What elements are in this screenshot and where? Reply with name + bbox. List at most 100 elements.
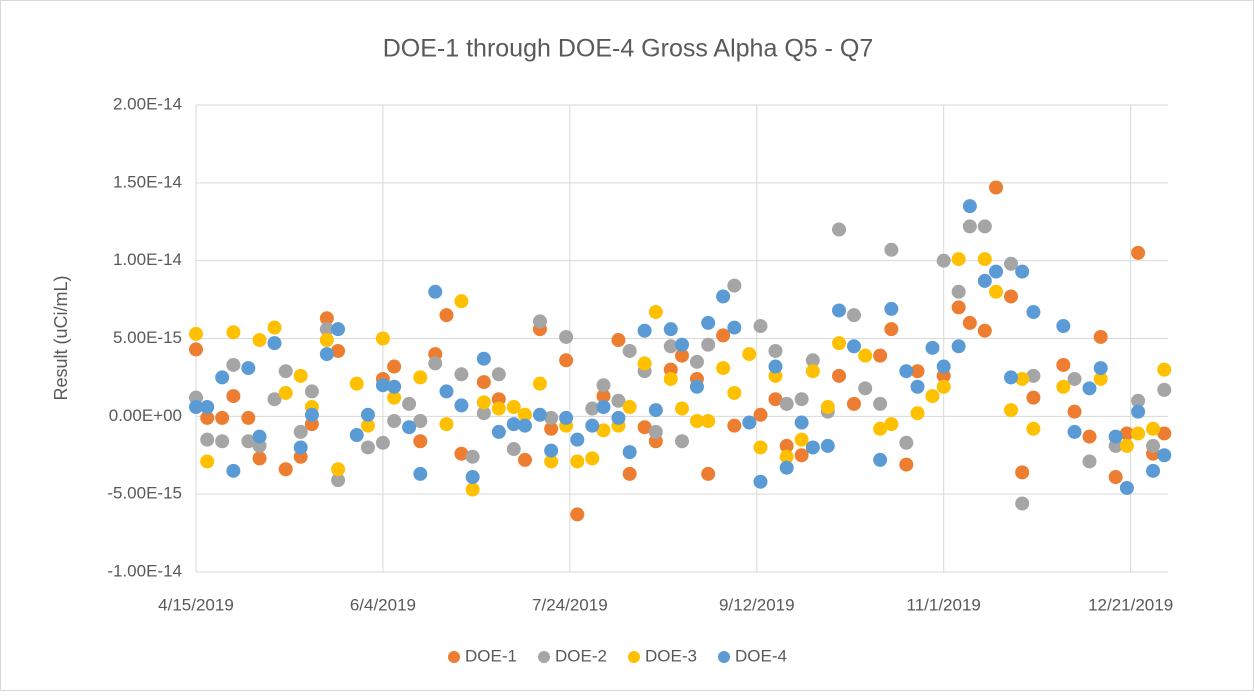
- data-point: [689, 379, 704, 394]
- y-tick-label: -1.00E-14: [107, 561, 182, 580]
- data-point: [1131, 404, 1146, 419]
- legend-marker: [448, 651, 460, 663]
- data-point: [439, 417, 454, 432]
- data-point: [675, 337, 689, 352]
- data-point: [716, 361, 731, 376]
- data-point: [675, 348, 689, 363]
- data-point: [402, 396, 417, 411]
- data-point: [962, 315, 977, 330]
- data-point: [506, 399, 521, 414]
- data-point: [925, 389, 940, 404]
- data-point: [637, 356, 652, 371]
- y-tick-label: 2.00E-14: [113, 94, 182, 113]
- data-point: [360, 440, 375, 455]
- data-point: [1026, 368, 1041, 383]
- data-point: [454, 398, 469, 413]
- data-point: [899, 435, 914, 450]
- data-point: [293, 424, 308, 439]
- data-point: [506, 442, 521, 457]
- data-point: [293, 440, 308, 455]
- data-point: [596, 399, 611, 414]
- data-point: [360, 407, 375, 422]
- data-point: [779, 449, 794, 464]
- chart-title: DOE-1 through DOE-4 Gross Alpha Q5 - Q7: [383, 35, 873, 63]
- data-point: [375, 331, 390, 346]
- data-point: [532, 376, 547, 391]
- x-tick-label: 6/4/2019: [350, 595, 416, 614]
- data-point: [387, 379, 402, 394]
- data-point: [226, 463, 241, 478]
- data-point: [622, 466, 637, 481]
- data-point: [794, 415, 809, 430]
- data-point: [753, 407, 768, 422]
- data-point: [375, 378, 390, 393]
- data-point: [1015, 371, 1030, 386]
- data-point: [663, 371, 678, 386]
- data-point: [252, 451, 267, 466]
- data-point: [413, 370, 428, 385]
- data-point: [989, 180, 1004, 195]
- data-point: [465, 470, 480, 485]
- data-point: [1093, 371, 1108, 386]
- data-point: [805, 440, 820, 455]
- data-point: [648, 305, 663, 320]
- x-tick-label: 11/1/2019: [907, 595, 981, 614]
- data-point: [689, 414, 704, 429]
- data-point: [585, 401, 600, 416]
- legend-label: DOE-3: [645, 646, 697, 665]
- data-point: [899, 364, 914, 379]
- data-point: [701, 414, 716, 429]
- data-point: [701, 466, 716, 481]
- data-point: [779, 460, 794, 475]
- data-point: [1026, 390, 1041, 405]
- data-point: [873, 348, 888, 363]
- data-point: [454, 446, 469, 461]
- data-point: [200, 399, 215, 414]
- data-point: [1056, 319, 1071, 334]
- data-point: [1131, 245, 1146, 260]
- data-point: [241, 361, 256, 376]
- data-point: [215, 370, 230, 385]
- data-point: [910, 379, 925, 394]
- data-point: [1067, 404, 1082, 419]
- data-point: [331, 343, 346, 358]
- data-point: [1157, 382, 1172, 397]
- data-point: [331, 462, 346, 477]
- data-point: [832, 336, 847, 351]
- data-point: [689, 354, 704, 369]
- data-point: [215, 434, 230, 449]
- data-point: [544, 410, 559, 425]
- data-point: [491, 424, 506, 439]
- y-tick-label: -5.00E-15: [107, 484, 182, 503]
- data-point: [936, 359, 951, 374]
- data-point: [716, 328, 731, 343]
- data-point: [779, 438, 794, 453]
- data-point: [753, 440, 768, 455]
- data-point: [252, 429, 267, 444]
- data-point: [622, 343, 637, 358]
- data-point: [1131, 393, 1146, 408]
- data-point: [319, 322, 334, 337]
- data-point: [1108, 429, 1123, 444]
- data-point: [742, 347, 757, 362]
- data-point: [267, 336, 282, 351]
- data-point: [648, 403, 663, 418]
- data-point: [1093, 361, 1108, 376]
- data-point: [989, 284, 1004, 299]
- legend-marker: [628, 651, 640, 663]
- data-point: [1082, 381, 1097, 396]
- data-point: [476, 406, 491, 421]
- data-point: [226, 357, 241, 372]
- data-point: [596, 423, 611, 438]
- data-point: [1082, 429, 1097, 444]
- data-point: [585, 418, 600, 433]
- data-point: [1119, 438, 1134, 453]
- data-point: [428, 356, 443, 371]
- data-point: [899, 457, 914, 472]
- data-point: [977, 219, 992, 234]
- data-point: [742, 415, 757, 430]
- data-point: [873, 396, 888, 411]
- data-point: [1146, 438, 1161, 453]
- data-point: [663, 339, 678, 354]
- data-point: [858, 381, 873, 396]
